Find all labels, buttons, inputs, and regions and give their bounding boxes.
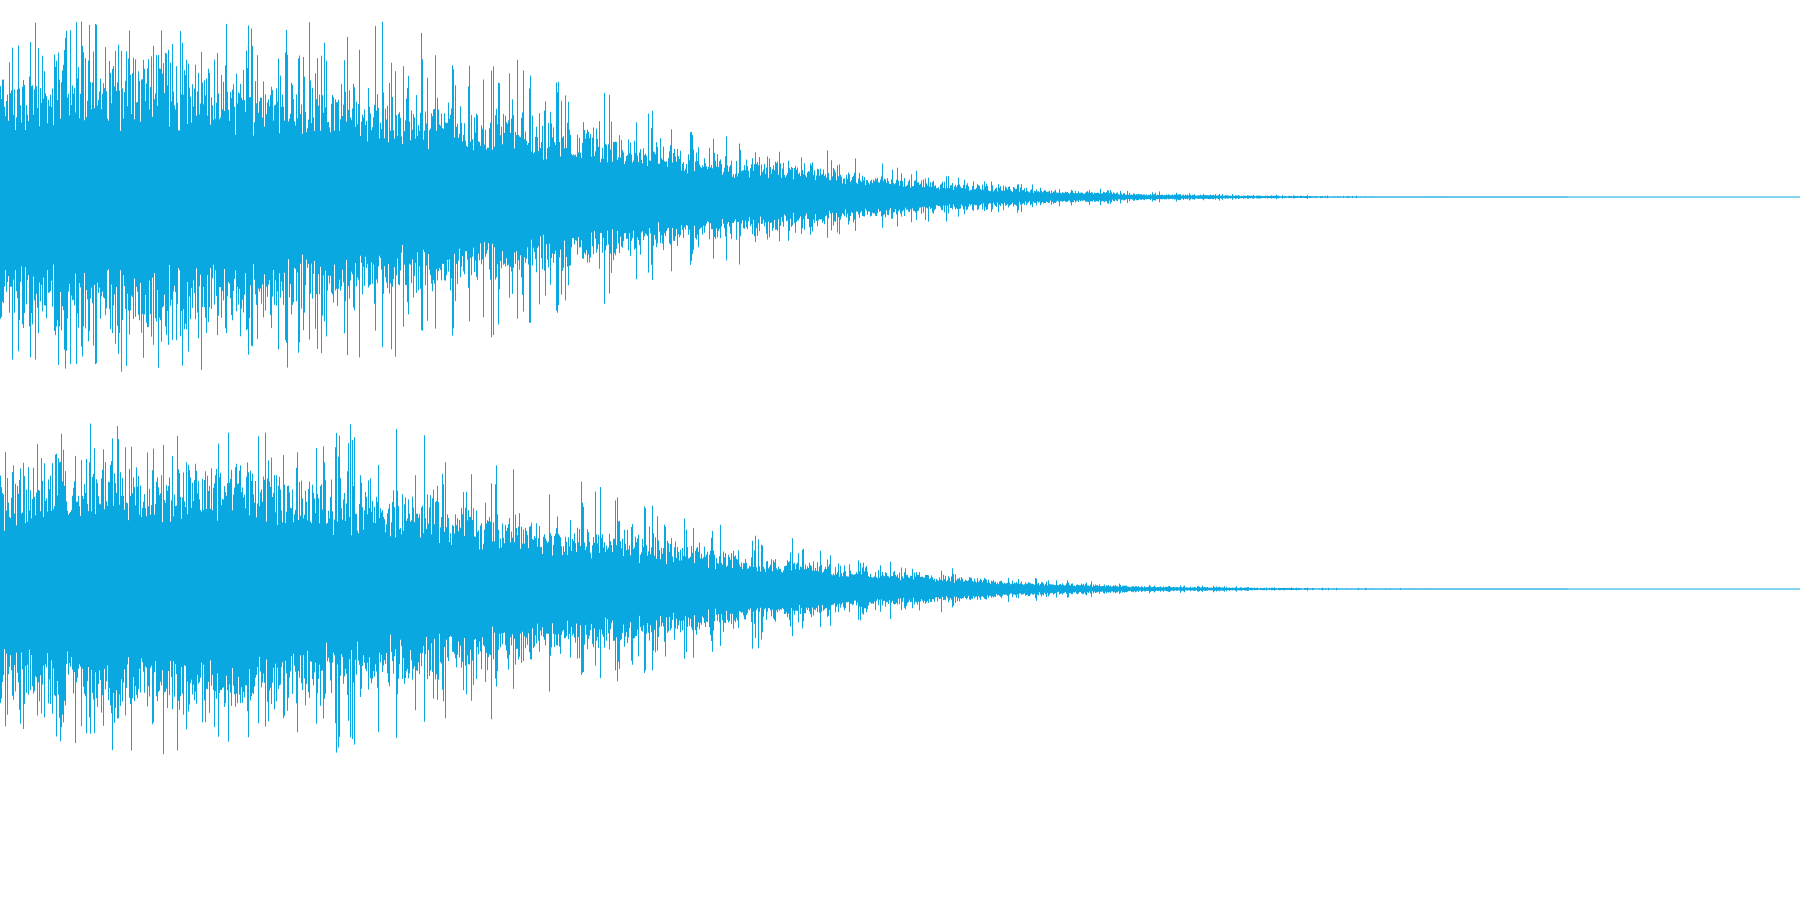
waveform-channel-2 (0, 423, 1800, 755)
waveform-samples (0, 423, 1568, 755)
waveform-channel-1 (0, 21, 1800, 372)
waveform-samples (0, 21, 1568, 372)
